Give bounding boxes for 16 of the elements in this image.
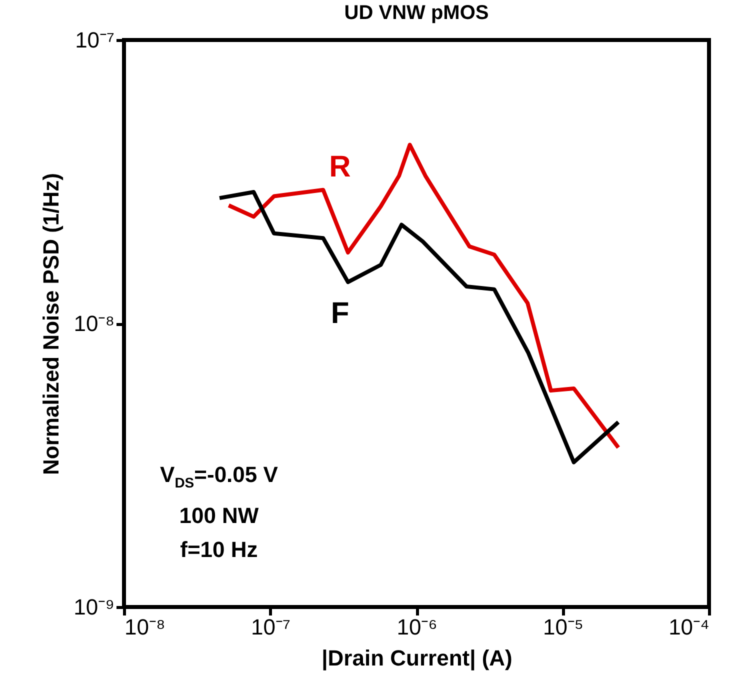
series-label: R xyxy=(329,150,352,184)
x-tick-label: 10⁻⁴ xyxy=(668,614,710,640)
annotation: 100 NW xyxy=(178,502,260,530)
annotation: f=10 Hz xyxy=(179,536,259,564)
annotation: V$_{DS}$=-0.05 V xyxy=(160,461,278,492)
y-tick-label: 10⁻⁷ xyxy=(75,28,115,52)
series-label: F xyxy=(330,297,350,330)
x-axis-title: |Drain Current| (A) xyxy=(322,646,512,670)
x-tick-label: 10⁻⁶ xyxy=(396,614,438,640)
chart-title: UD VNW pMOS xyxy=(344,2,489,24)
x-tick-label: 10⁻⁵ xyxy=(542,614,584,640)
x-tick-label: 10⁻⁷ xyxy=(251,614,290,640)
y-tick-label: 10⁻⁹ xyxy=(74,594,114,620)
x-tick-label: 10⁻⁸ xyxy=(124,614,166,640)
y-tick-label: 10⁻⁸ xyxy=(74,311,114,336)
y-axis-title: Normalized Noise PSD (1/Hz) xyxy=(38,173,64,475)
